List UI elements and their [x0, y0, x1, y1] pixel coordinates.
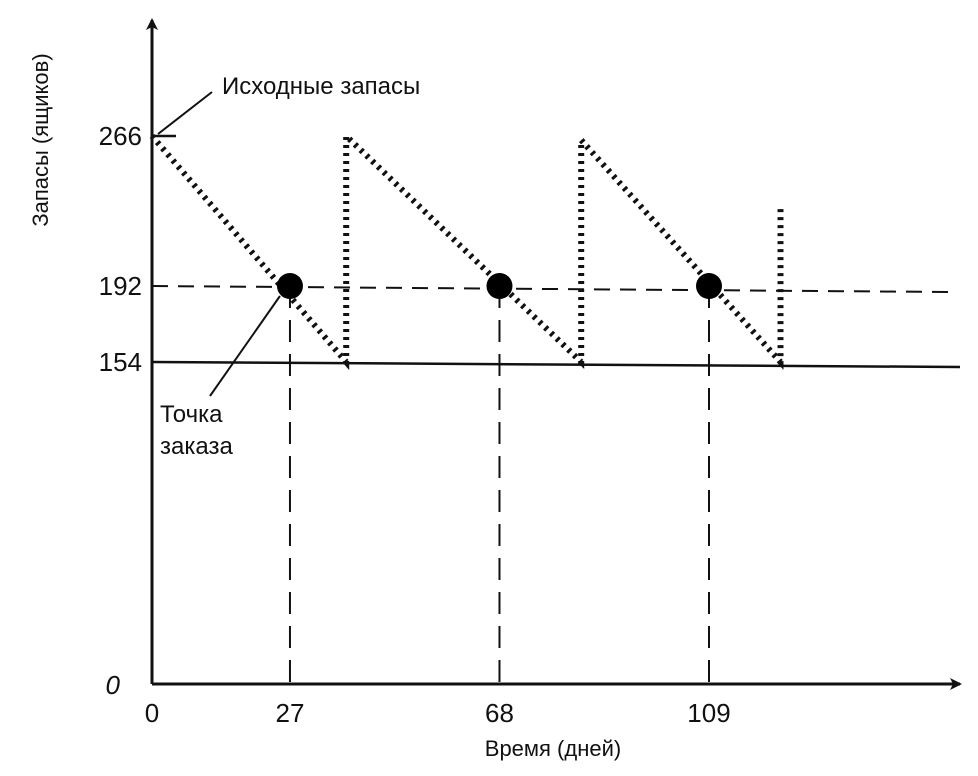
y-tick-label-2: 192 — [99, 271, 142, 301]
axes — [146, 18, 962, 690]
guide-lines — [151, 285, 961, 684]
y-tick-label-3: 266 — [99, 121, 142, 151]
reorder-level-line — [151, 285, 949, 293]
x-tick-label-3: 109 — [687, 698, 730, 728]
reorder-point-annotation-line-1: заказа — [160, 433, 233, 460]
x-tick-label-0: 0 — [145, 698, 159, 728]
y-tick-label-1: 154 — [99, 347, 142, 377]
x-tick-label-1: 27 — [276, 698, 305, 728]
series-line-0 — [149, 128, 784, 371]
x-tick-label-2: 68 — [485, 698, 514, 728]
reorder-point-markers — [276, 273, 722, 299]
initial-stock-annotation: Исходные запасы — [222, 73, 420, 100]
x-axis-label: Время (дней) — [485, 736, 621, 761]
initial-stock-leader — [157, 91, 213, 135]
safety-stock-line — [151, 360, 961, 369]
y-tick-label-0: 0 — [106, 670, 121, 700]
reorder-point-1 — [486, 273, 513, 299]
reorder-point-0 — [276, 273, 303, 299]
labels: 0 27 68 109 0 154 192 266 Время (дней) Запасы (ящ… — [28, 53, 731, 761]
reorder-point-leader — [209, 295, 281, 397]
reorder-point-annotation-line-0: Точка — [160, 401, 223, 428]
series-layer — [149, 128, 784, 371]
y-axis-label: Запасы (ящиков) — [28, 53, 53, 226]
reorder-point-2 — [696, 273, 722, 299]
